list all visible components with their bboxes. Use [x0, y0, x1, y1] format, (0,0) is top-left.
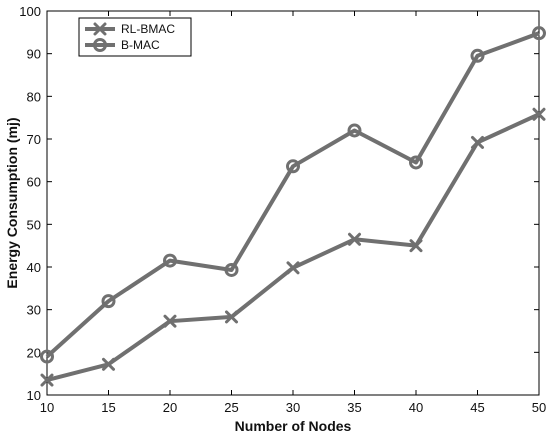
legend-entry: RL-BMAC [85, 22, 175, 36]
data-point [163, 314, 177, 328]
series-rl-bmac [40, 107, 546, 387]
data-point [286, 159, 300, 174]
legend-label: RL-BMAC [121, 22, 175, 36]
x-tick-label: 30 [286, 400, 300, 415]
data-point [348, 232, 361, 246]
y-tick-label: 20 [27, 345, 41, 360]
data-point [532, 26, 546, 41]
data-point [409, 155, 423, 170]
x-axis: 10 15 20 25 30 35 40 45 50 [40, 11, 546, 415]
series-line [45, 31, 540, 359]
data-point [224, 262, 239, 277]
data-point [409, 239, 423, 253]
y-axis: 10 20 30 40 50 60 70 80 90 100 [19, 4, 539, 403]
series-b-mac [40, 26, 546, 364]
data-point [40, 349, 54, 364]
x-tick-label: 10 [40, 400, 54, 415]
data-point [225, 310, 238, 324]
x-tick-label: 45 [470, 400, 484, 415]
x-tick-label: 40 [409, 400, 423, 415]
data-point [163, 253, 177, 268]
y-tick-label: 80 [27, 89, 41, 104]
y-tick-label: 30 [27, 303, 41, 318]
y-tick-label: 60 [27, 175, 41, 190]
y-tick-label: 70 [27, 132, 41, 147]
x-tick-label: 35 [347, 400, 361, 415]
legend: RL-BMAC B-MAC [78, 17, 192, 57]
y-tick-label: 40 [27, 260, 41, 275]
x-axis-label: Number of Nodes [235, 418, 352, 434]
data-point [471, 135, 484, 149]
x-tick-label: 25 [224, 400, 238, 415]
legend-marker [93, 38, 107, 52]
series-line [46, 112, 540, 383]
data-point [102, 357, 115, 371]
x-tick-label: 20 [163, 400, 177, 415]
legend-entry: B-MAC [85, 38, 160, 52]
data-point [40, 373, 54, 387]
y-tick-label: 10 [27, 388, 41, 403]
y-tick-label: 50 [27, 217, 41, 232]
y-axis-label: Energy Consumption (mj) [4, 117, 20, 288]
plot-area [46, 10, 540, 396]
legend-label: B-MAC [121, 38, 160, 52]
data-point [101, 294, 116, 309]
y-tick-label: 100 [19, 4, 41, 19]
data-point [470, 48, 485, 63]
y-tick-label: 90 [27, 47, 41, 62]
series-layer [40, 26, 546, 387]
x-tick-label: 15 [101, 400, 115, 415]
legend-marker [93, 22, 107, 36]
data-point [532, 107, 546, 121]
x-tick-label: 50 [532, 400, 546, 415]
data-point [286, 261, 300, 275]
data-point [347, 123, 362, 138]
